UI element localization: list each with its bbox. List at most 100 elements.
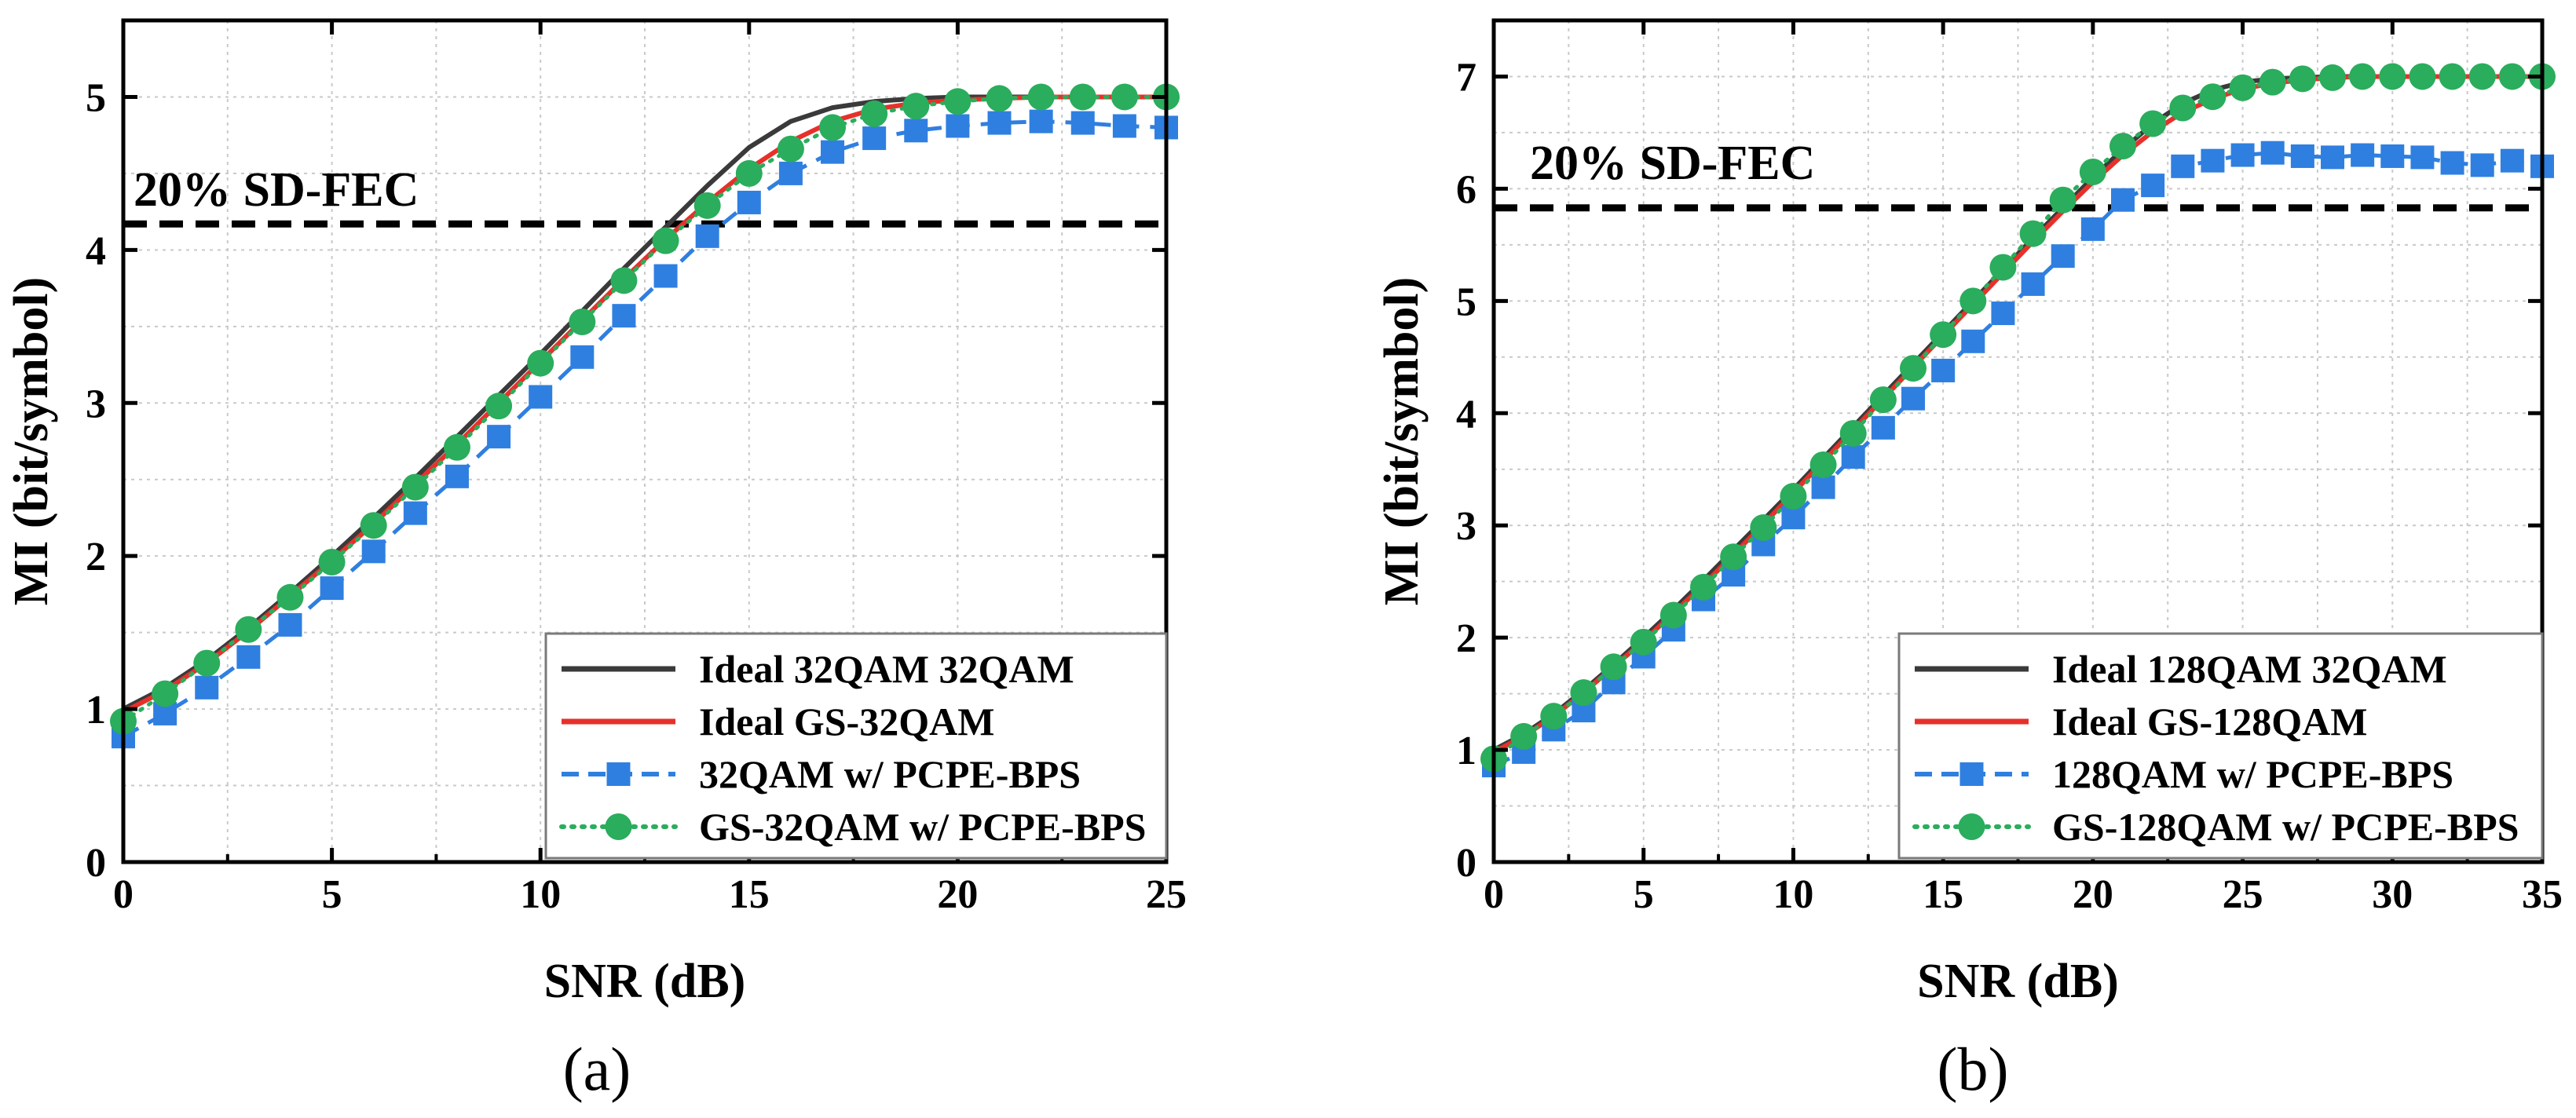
- data-point-square: [278, 612, 302, 637]
- data-point-circle: [735, 159, 763, 187]
- data-point-square: [236, 645, 261, 669]
- legend: Ideal 32QAM 32QAM Ideal GS-32QAM 32QAM w/ …: [544, 632, 1168, 860]
- data-point-circle: [777, 135, 804, 163]
- data-point-square: [2500, 148, 2524, 173]
- legend-label: Ideal GS-32QAM: [699, 700, 994, 744]
- legend-marker-square: [1959, 762, 1984, 786]
- data-point-square: [2021, 272, 2045, 296]
- y-tick-label: 7: [1456, 55, 1476, 100]
- data-point-circle: [2289, 65, 2316, 93]
- data-point-square: [2440, 151, 2464, 175]
- x-tick-label: 0: [1484, 872, 1504, 917]
- data-point-square: [1070, 111, 1095, 135]
- data-point-circle: [1750, 514, 1777, 542]
- data-point-circle: [1959, 287, 1987, 315]
- data-point-circle: [152, 680, 179, 707]
- data-point-circle: [2139, 110, 2167, 137]
- data-point-circle: [569, 308, 596, 335]
- data-point-circle: [1540, 703, 1568, 730]
- data-point-square: [570, 345, 595, 369]
- data-point-square: [1931, 358, 1956, 382]
- data-point-circle: [2049, 186, 2077, 214]
- data-point-circle: [2169, 94, 2197, 122]
- data-point-circle: [610, 267, 638, 294]
- data-point-square: [1991, 301, 2015, 326]
- x-tick-label: 5: [1634, 872, 1654, 917]
- data-point-square: [195, 675, 219, 700]
- series-2: [112, 109, 1178, 749]
- chart-panel-b: 20% SD-FEC 0 5 10 15 20 25 30 35 0 1 2 3 4 5 6 7 SNR (dB)…: [1375, 18, 2563, 1008]
- data-point-square: [445, 464, 469, 488]
- x-tick-label: 35: [2522, 872, 2563, 917]
- y-tick-label: 2: [86, 535, 106, 579]
- data-point-square: [2201, 148, 2225, 173]
- data-point-square: [2410, 145, 2435, 170]
- data-point-circle: [2079, 158, 2106, 185]
- data-point-square: [1901, 386, 1925, 411]
- x-tick-label: 0: [113, 872, 134, 917]
- data-point-circle: [193, 649, 221, 677]
- data-point-circle: [2498, 63, 2526, 90]
- data-point-circle: [2259, 68, 2286, 96]
- data-point-circle: [1930, 321, 1957, 349]
- legend-label: Ideal GS-128QAM: [2052, 700, 2367, 744]
- caption-b: (b): [1937, 1035, 2009, 1103]
- x-tick-label: 20: [937, 872, 978, 917]
- data-point-circle: [2409, 63, 2436, 90]
- data-point-square: [1781, 506, 1806, 530]
- data-point-square: [612, 304, 636, 328]
- data-point-square: [2230, 143, 2255, 167]
- data-point-square: [2111, 188, 2135, 212]
- data-point-square: [862, 126, 887, 151]
- y-tick-label: 3: [1456, 504, 1476, 549]
- data-point-square: [904, 119, 928, 143]
- series-2: [1482, 141, 2554, 778]
- x-tick-label: 25: [1146, 872, 1187, 917]
- data-point-square: [2470, 153, 2494, 177]
- x-tick-label: 5: [322, 872, 342, 917]
- data-point-circle: [1510, 722, 1538, 750]
- y-tick-label: 4: [1456, 392, 1476, 437]
- data-point-circle: [1720, 543, 1747, 571]
- legend-marker-circle: [1958, 813, 1985, 840]
- data-point-circle: [1869, 386, 1897, 414]
- data-point-square: [1112, 114, 1136, 138]
- data-point-square: [946, 114, 970, 138]
- data-point-circle: [1069, 83, 1096, 111]
- x-tick-label: 25: [2223, 872, 2263, 917]
- data-point-circle: [1659, 601, 1687, 629]
- fec-threshold-label: 20% SD-FEC: [134, 163, 419, 217]
- data-point-circle: [2319, 64, 2346, 91]
- data-point-circle: [276, 583, 304, 611]
- data-point-circle: [2379, 63, 2406, 90]
- data-point-circle: [1600, 653, 1627, 681]
- series-3: [1480, 63, 2556, 773]
- data-point-circle: [2439, 63, 2466, 90]
- data-point-circle: [1780, 483, 1807, 510]
- data-point-square: [2141, 174, 2165, 198]
- legend: Ideal 128QAM 32QAM Ideal GS-128QAM 128QAM …: [1897, 632, 2544, 860]
- legend-label: 32QAM w/ PCPE-BPS: [699, 752, 1081, 796]
- data-point-circle: [485, 393, 513, 420]
- chart-panel-a: 20% SD-FEC 0 5 10 15 20 25 0 1 2 3 4 5 SNR (dB) MI (bi…: [5, 18, 1187, 1008]
- y-tick-label: 5: [1456, 280, 1476, 324]
- data-point-square: [361, 539, 386, 564]
- data-point-circle: [1570, 679, 1597, 707]
- data-point-circle: [861, 100, 888, 127]
- legend-marker-circle: [605, 813, 632, 840]
- x-tick-label: 20: [2073, 872, 2113, 917]
- data-point-circle: [235, 616, 262, 643]
- y-tick-label: 0: [86, 841, 106, 886]
- data-point-square: [1029, 109, 1053, 133]
- legend-label: GS-32QAM w/ PCPE-BPS: [699, 805, 1146, 849]
- data-point-square: [1841, 445, 1865, 469]
- x-axis-label: SNR (dB): [544, 955, 746, 1008]
- data-point-circle: [819, 114, 847, 141]
- data-point-square: [2351, 143, 2375, 167]
- data-point-circle: [1900, 355, 1927, 382]
- data-point-square: [695, 224, 719, 248]
- y-tick-label: 0: [1456, 841, 1476, 886]
- data-point-circle: [2199, 83, 2227, 111]
- data-point-circle: [1027, 83, 1055, 111]
